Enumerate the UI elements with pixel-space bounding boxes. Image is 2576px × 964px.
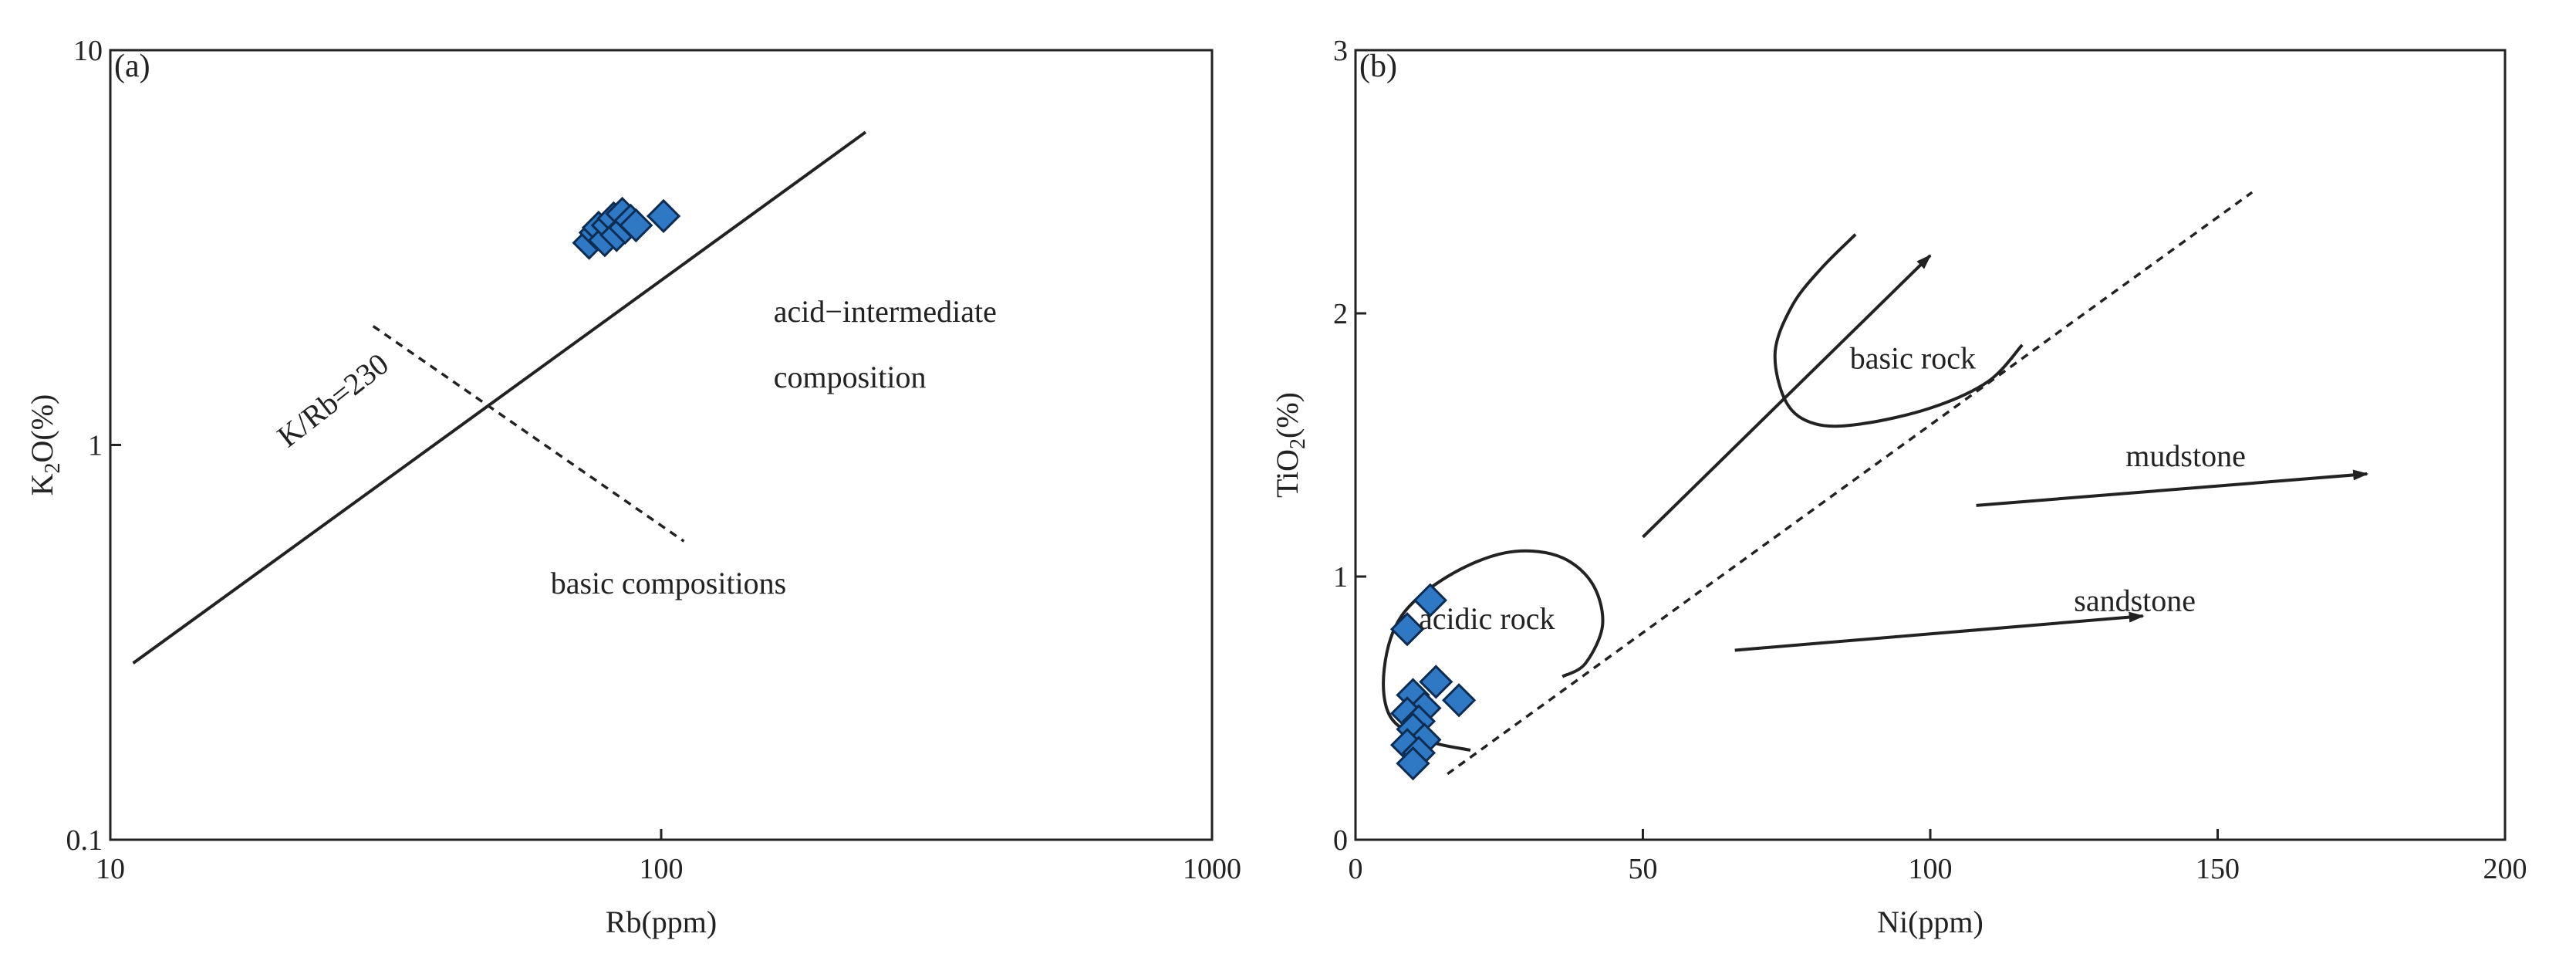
x-axis-title: Rb(ppm) (606, 905, 717, 939)
y-axis-title-part: (%) (1270, 392, 1305, 438)
y-axis-title-subscript: 2 (1286, 438, 1310, 449)
x-tick-label: 10 (96, 853, 125, 885)
x-tick-label: 50 (1629, 853, 1658, 885)
acidic-rock-field-outline (1382, 549, 1605, 753)
y-axis-title-part: O(%) (25, 394, 59, 463)
annotation-label: basic compositions (551, 566, 787, 600)
trend-arrow (1976, 469, 2369, 507)
y-tick-label: 10 (73, 35, 103, 67)
y-tick-label: 0 (1333, 824, 1348, 857)
trend-arrow (1642, 254, 1932, 539)
x-tick-label: 150 (2196, 853, 2240, 885)
y-tick-label: 1 (88, 430, 103, 462)
basic-rock-field-outline (1773, 233, 2024, 428)
y-axis-title-subscript: 2 (41, 462, 65, 473)
y-tick-label: 1 (1333, 561, 1348, 594)
dashed-boundary-line (372, 325, 685, 543)
annotation-label: mudstone (2125, 438, 2246, 473)
y-tick-label: 3 (1333, 35, 1348, 67)
panel-a: 10 100 1000 0.1 1 10 (a) Rb(ppm) K2O(%) K/Rb=230 a… (25, 35, 1241, 939)
y-axis-title: K2O(%) (25, 394, 65, 496)
x-tick-label: 0 (1349, 853, 1363, 885)
data-point (1419, 665, 1453, 699)
annotation-label: sandstone (2074, 583, 2196, 617)
x-tick-label: 200 (2483, 853, 2527, 885)
data-point (1441, 683, 1477, 718)
plot-frame (1354, 49, 2507, 841)
x-tick-label: 1000 (1183, 853, 1241, 885)
panel-label: (b) (1359, 49, 1397, 84)
dashed-boundary-line (1447, 191, 2254, 776)
y-axis-title: TiO2(%) (1270, 392, 1310, 498)
data-point (1396, 746, 1430, 781)
x-tick-label: 100 (640, 853, 684, 885)
y-axis-title-part: K (25, 473, 59, 496)
annotation-label: acid−intermediate (774, 294, 997, 329)
x-axis-title: Ni(ppm) (1877, 905, 1983, 939)
y-tick-label: 2 (1333, 298, 1348, 330)
data-point (646, 198, 681, 234)
y-axis-title-part: TiO (1270, 449, 1305, 498)
annotation-label: basic rock (1850, 341, 1976, 376)
annotation-label: K/Rb=230 (271, 346, 395, 454)
plot-frame (109, 49, 1214, 841)
data-point (1389, 612, 1425, 647)
annotation-label: composition (774, 360, 927, 394)
data-point (619, 208, 653, 243)
data-point (1413, 583, 1447, 617)
y-tick-label: 0.1 (66, 824, 103, 857)
k-rb-ratio-line (132, 130, 867, 665)
annotation-label: acidic rock (1419, 601, 1555, 636)
trend-arrow (1734, 611, 2145, 652)
x-tick-label: 100 (1909, 853, 1953, 885)
panel-label: (a) (114, 49, 150, 84)
